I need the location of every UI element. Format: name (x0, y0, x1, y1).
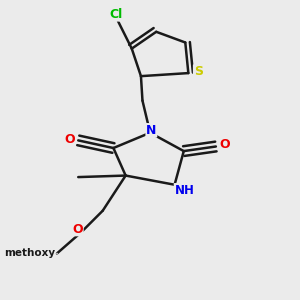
Text: O: O (219, 139, 230, 152)
Text: Cl: Cl (110, 8, 123, 21)
Text: O: O (64, 133, 75, 146)
Text: N: N (146, 124, 157, 137)
Text: O: O (72, 223, 83, 236)
Text: S: S (194, 65, 202, 78)
Text: methoxy: methoxy (4, 248, 55, 258)
Text: methoxy: methoxy (49, 252, 56, 253)
Text: methoxy: methoxy (51, 253, 58, 254)
Text: NH: NH (174, 184, 194, 197)
